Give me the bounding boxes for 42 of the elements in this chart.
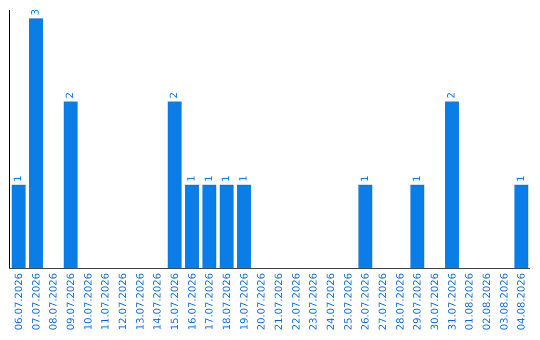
x-tick-label: 04.08.2026 bbox=[516, 273, 528, 330]
x-tick-label: 21.07.2026 bbox=[274, 273, 285, 330]
data-label: 1 bbox=[238, 175, 250, 182]
x-tick-label: 27.07.2026 bbox=[378, 273, 389, 330]
data-label: 1 bbox=[204, 175, 215, 182]
x-tick-label: 18.07.2026 bbox=[222, 273, 233, 330]
x-tick-label: 06.07.2026 bbox=[14, 273, 25, 330]
x-tick-label: 07.07.2026 bbox=[31, 273, 42, 330]
x-tick-label: 19.07.2026 bbox=[239, 273, 250, 330]
x-tick-label: 11.07.2026 bbox=[100, 273, 112, 330]
x-tick-label: 24.07.2026 bbox=[326, 273, 337, 330]
x-tick-label: 08.07.2026 bbox=[48, 273, 60, 330]
data-label: 1 bbox=[360, 175, 371, 182]
x-tick-label: 12.07.2026 bbox=[118, 273, 129, 330]
x-tick-label: 22.07.2026 bbox=[291, 273, 302, 330]
x-tick-label: 28.07.2026 bbox=[395, 273, 406, 330]
x-tick-label: 01.08.2026 bbox=[464, 273, 476, 330]
data-label: 1 bbox=[221, 175, 232, 182]
data-label: 3 bbox=[30, 8, 42, 16]
x-tick-label: 30.07.2026 bbox=[430, 273, 441, 330]
x-tick-label: 09.07.2026 bbox=[66, 273, 77, 330]
x-tick-label: 02.08.2026 bbox=[482, 273, 493, 330]
x-tick-label: 03.08.2026 bbox=[499, 273, 510, 330]
x-tick-label: 16.07.2026 bbox=[187, 273, 198, 330]
data-label: 1 bbox=[186, 175, 198, 182]
x-tick-label: 13.07.2026 bbox=[135, 273, 146, 330]
x-tick-label: 23.07.2026 bbox=[308, 273, 320, 330]
x-tick-label: 25.07.2026 bbox=[343, 273, 354, 330]
data-label: 2 bbox=[446, 92, 458, 99]
x-tick-label: 20.07.2026 bbox=[256, 273, 268, 330]
x-tick-label: 15.07.2026 bbox=[170, 273, 181, 330]
x-tick-label: 10.07.2026 bbox=[83, 273, 94, 330]
data-label: 1 bbox=[13, 175, 24, 182]
data-label: 1 bbox=[516, 175, 527, 182]
data-label: 2 bbox=[169, 92, 180, 99]
x-tick-label: 14.07.2026 bbox=[152, 273, 164, 330]
data-label: 2 bbox=[65, 92, 76, 99]
data-label: 1 bbox=[412, 175, 423, 182]
x-tick-label: 31.07.2026 bbox=[447, 273, 458, 330]
x-tick-label: 26.07.2026 bbox=[360, 273, 372, 330]
x-tick-label: 29.07.2026 bbox=[412, 273, 424, 330]
x-tick-label: 17.07.2026 bbox=[204, 273, 216, 330]
